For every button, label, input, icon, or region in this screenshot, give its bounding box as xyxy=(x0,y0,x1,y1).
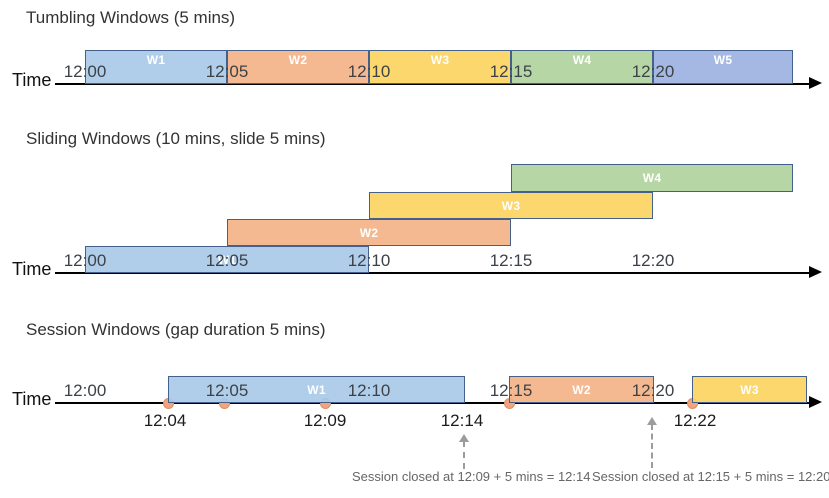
annotation-arrow-head-icon xyxy=(647,417,657,425)
tick-label: 12:10 xyxy=(347,381,391,400)
time-axis-arrow-icon xyxy=(809,77,822,89)
window-label: W1 xyxy=(217,252,237,267)
sliding-window-bar-w2: W2 xyxy=(227,219,511,246)
tumbling-window-bar-w2: W2 xyxy=(227,50,369,84)
window-label: W3 xyxy=(430,53,450,67)
tick-label: 12:10 xyxy=(347,62,391,81)
session-window-bar-w3: W3 xyxy=(692,376,807,403)
tick-label: 12:00 xyxy=(63,381,107,400)
sliding-window-bar-w3: W3 xyxy=(369,192,653,219)
tick-label: 12:00 xyxy=(63,251,107,270)
tick-label: 12:15 xyxy=(489,62,533,81)
time-axis-label: Time xyxy=(12,389,52,409)
window-label: W2 xyxy=(572,382,591,397)
session-window-bar-w2: W2 xyxy=(509,376,654,403)
tumbling-window-bar-w4: W4 xyxy=(511,50,653,84)
window-label: W2 xyxy=(288,53,308,67)
time-axis-arrow-icon xyxy=(809,396,822,408)
tick-label: 12:05 xyxy=(205,251,249,270)
sliding-section-title: Sliding Windows (10 mins, slide 5 mins) xyxy=(26,129,326,148)
tick-label: 12:20 xyxy=(631,381,675,400)
tick-label: 12:00 xyxy=(63,62,107,81)
annotation-arrow-head-icon xyxy=(459,434,469,442)
sliding-window-bar-w4: W4 xyxy=(511,164,793,192)
time-axis-label: Time xyxy=(12,259,52,279)
window-label: W4 xyxy=(642,171,662,185)
event-time-label: 12:14 xyxy=(440,411,484,430)
window-label: W1 xyxy=(307,382,326,397)
tick-label: 12:05 xyxy=(205,381,249,400)
window-label: W3 xyxy=(501,198,521,213)
window-label: W1 xyxy=(146,53,166,67)
annotation-arrow-icon xyxy=(463,441,465,469)
window-label: W5 xyxy=(713,53,733,67)
event-time-label: 12:04 xyxy=(143,411,187,430)
tick-label: 12:10 xyxy=(347,251,391,270)
session-closed-annotation: Session closed at 12:09 + 5 mins = 12:14 xyxy=(352,469,591,484)
window-label: W3 xyxy=(740,382,759,397)
sliding-window-bar-w1: W1 xyxy=(85,246,369,273)
tick-label: 12:15 xyxy=(489,251,533,270)
annotation-arrow-icon xyxy=(651,424,653,468)
tumbling-section-title: Tumbling Windows (5 mins) xyxy=(26,8,236,27)
window-label: W2 xyxy=(359,225,379,240)
event-time-label: 12:09 xyxy=(303,411,347,430)
time-axis-line xyxy=(55,83,810,85)
session-window-bar-w1: W1 xyxy=(168,376,465,403)
tick-label: 12:05 xyxy=(205,62,249,81)
tick-label: 12:15 xyxy=(489,381,533,400)
tick-label: 12:20 xyxy=(631,62,675,81)
event-time-label: 12:22 xyxy=(673,411,717,430)
tumbling-window-bar-w1: W1 xyxy=(85,50,227,84)
time-axis-line xyxy=(55,402,810,404)
session-closed-annotation: Session closed at 12:15 + 5 mins = 12:20 xyxy=(592,469,829,484)
time-axis-arrow-icon xyxy=(809,266,822,278)
time-axis-label: Time xyxy=(12,70,52,90)
session-section-title: Session Windows (gap duration 5 mins) xyxy=(26,320,326,339)
window-label: W4 xyxy=(572,53,592,67)
tumbling-window-bar-w3: W3 xyxy=(369,50,511,84)
tick-label: 12:20 xyxy=(631,251,675,270)
tumbling-window-bar-w5: W5 xyxy=(653,50,793,84)
time-axis-line xyxy=(55,272,810,274)
